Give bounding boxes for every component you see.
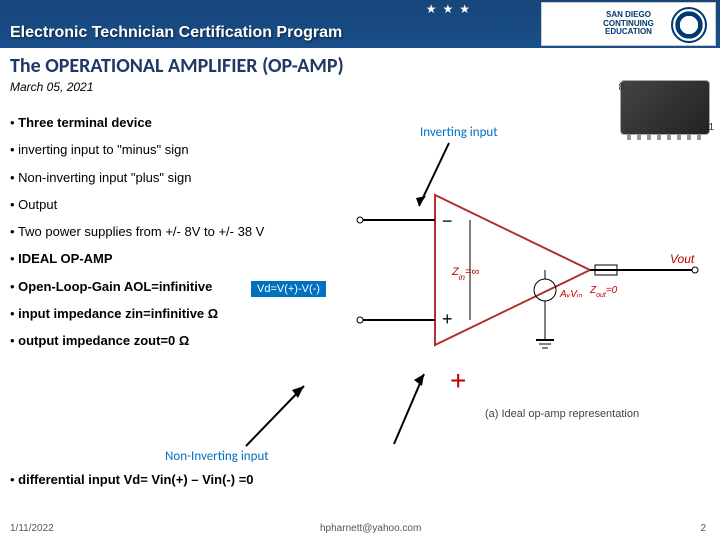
bullet-list: Three terminal device inverting input to … <box>10 116 350 362</box>
plus-symbol-inner: + <box>442 309 453 329</box>
vout-label: Vout <box>670 252 695 266</box>
stars-icon: ★★★ <box>426 2 470 16</box>
diagram-caption: (a) Ideal op-amp representation <box>485 408 639 420</box>
bullet-item: Three terminal device <box>10 116 350 130</box>
logo-line3: EDUCATION <box>605 27 652 36</box>
noninverting-input-label: Non-Inverting input <box>165 449 269 464</box>
bullet-item: input impedance zin=infinitive Ω <box>10 307 350 321</box>
bullet-item: Output <box>10 198 350 212</box>
date-line: March 05, 2021 <box>10 80 93 94</box>
minus-symbol: − <box>442 211 453 231</box>
bullet-item: Non-inverting input "plus" sign <box>10 171 350 185</box>
bullet-item: Two power supplies from +/- 8V to +/- 38… <box>10 225 350 239</box>
program-title: Electronic Technician Certification Prog… <box>10 24 342 42</box>
bullet-item: IDEAL OP-AMP <box>10 252 350 266</box>
bullet-item: inverting input to "minus" sign <box>10 143 350 157</box>
footer-email: hpharnett@yahoo.com <box>320 523 421 534</box>
vd-badge: Vd=V(+)-V(-) <box>251 281 326 297</box>
chip-image <box>620 80 710 135</box>
footer-page-number: 2 <box>700 523 706 534</box>
chip-pin-1: 1 <box>708 122 714 133</box>
seal-icon <box>671 7 707 43</box>
gain-label: AᵥVᵢₙ <box>559 289 583 300</box>
big-plus-icon: + <box>450 365 466 396</box>
institution-logo: SAN DIEGO CONTINUING EDUCATION <box>541 2 716 46</box>
differential-input-eq: differential input Vd= Vin(+) – Vin(-) =… <box>10 472 254 487</box>
zin-label: Zin=∞ <box>451 266 479 282</box>
logo-line1: SAN DIEGO <box>606 10 651 19</box>
page-title: The OPERATIONAL AMPLIFIER (OP-AMP) <box>10 54 344 78</box>
opamp-diagram: − + Vout Zin=∞ AᵥVᵢₙ Zout=0 + (a) Ideal … <box>340 165 710 425</box>
bullet-item: output impedance zout=0 Ω <box>10 334 350 348</box>
footer-date: 1/11/2022 <box>10 523 54 534</box>
logo-line2: CONTINUING <box>603 19 654 28</box>
zout-label: Zout=0 <box>589 285 618 299</box>
inverting-input-label: Inverting input <box>420 125 498 140</box>
chip-pin-8: 8 <box>618 82 624 93</box>
arrow-noninverting-icon <box>242 380 312 450</box>
